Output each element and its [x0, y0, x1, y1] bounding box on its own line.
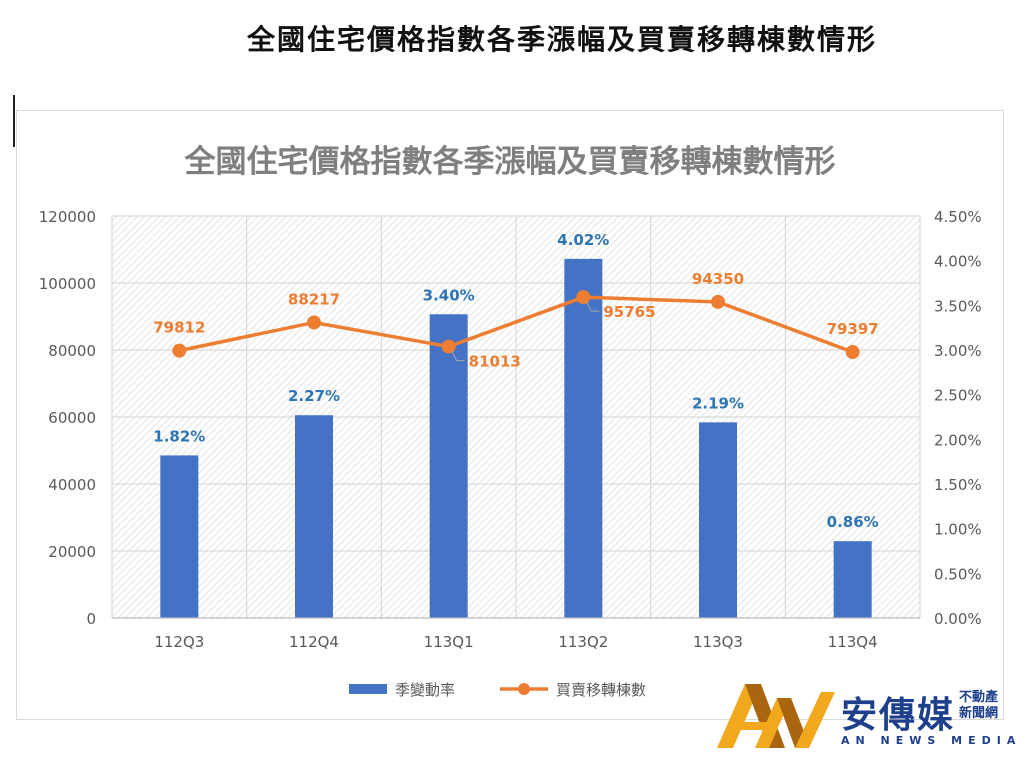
- logo-english: AN NEWS MEDIA: [841, 734, 1022, 747]
- y-right-tick-label: 2.00%: [934, 431, 982, 449]
- line-point: [441, 339, 456, 354]
- line-data-label: 79397: [827, 320, 879, 338]
- bar: [295, 415, 333, 618]
- y-left-tick-label: 40000: [48, 476, 96, 494]
- chart-title: 全國住宅價格指數各季漲幅及買賣移轉棟數情形: [184, 144, 836, 180]
- y-left-tick-label: 60000: [48, 409, 96, 427]
- leader-line: [451, 350, 465, 362]
- bar-data-label: 2.19%: [692, 394, 744, 412]
- logo-subtitle: 不動產新聞網: [959, 690, 999, 721]
- legend-bar-label: 季變動率: [395, 681, 455, 699]
- bar: [699, 422, 737, 618]
- bar: [833, 541, 872, 618]
- bar: [564, 258, 603, 618]
- y-left-tick-label: 80000: [48, 342, 96, 360]
- x-tick-label: 112Q4: [289, 633, 339, 651]
- x-tick-label: 113Q2: [558, 633, 608, 651]
- y-right-tick-label: 0.50%: [934, 565, 982, 583]
- leader-line: [585, 300, 600, 312]
- bar-data-label: 4.02%: [557, 231, 609, 249]
- text-cursor: [13, 95, 15, 147]
- legend-bar-swatch: [349, 684, 387, 694]
- line-series: [178, 295, 854, 354]
- bar-data-label: 1.82%: [153, 427, 205, 445]
- line-data-label: 79812: [153, 319, 205, 337]
- x-tick-label: 113Q3: [693, 633, 743, 651]
- an-news-media-logo: 安傳媒 不動產新聞網 AN NEWS MEDIA: [715, 680, 1015, 760]
- x-tick-label: 113Q1: [424, 633, 474, 651]
- bar-data-label: 3.40%: [423, 286, 475, 304]
- line-point: [711, 294, 725, 309]
- x-tick-label: 112Q3: [154, 633, 204, 651]
- legend-line-marker: [518, 683, 530, 695]
- line-data-label: 94350: [692, 270, 744, 288]
- y-left-tick-label: 100000: [39, 275, 96, 293]
- y-left-tick-label: 0: [86, 610, 96, 628]
- y-right-tick-label: 3.00%: [934, 342, 982, 360]
- bar: [160, 455, 199, 618]
- y-right-tick-label: 0.00%: [934, 610, 982, 628]
- chart-frame: [16, 110, 1004, 720]
- bar: [429, 314, 468, 618]
- line-data-label: 81013: [469, 353, 521, 371]
- line-data-label: 88217: [288, 290, 340, 308]
- x-tick-label: 113Q4: [828, 633, 878, 651]
- logo-mark-icon: [717, 684, 835, 748]
- line-point: [845, 345, 860, 360]
- logo-brand: 安傳媒: [841, 695, 956, 736]
- y-right-tick-label: 2.50%: [934, 387, 982, 405]
- y-right-tick-label: 3.50%: [934, 297, 982, 315]
- bar-data-label: 2.27%: [288, 387, 340, 405]
- line-point: [307, 315, 321, 330]
- y-left-tick-label: 20000: [48, 543, 96, 561]
- document-title: 全國住宅價格指數各季漲幅及買賣移轉棟數情形: [246, 23, 877, 56]
- y-right-tick-label: 1.50%: [934, 476, 982, 494]
- y-left-tick-label: 120000: [39, 208, 96, 226]
- bar-data-label: 0.86%: [827, 513, 879, 531]
- y-right-tick-label: 4.50%: [934, 208, 982, 226]
- line-data-label: 95765: [603, 303, 655, 321]
- line-point: [172, 343, 187, 358]
- line-point: [576, 290, 591, 305]
- y-right-tick-label: 4.00%: [934, 253, 982, 271]
- legend-line-label: 買賣移轉棟數: [556, 681, 646, 699]
- y-right-tick-label: 1.00%: [934, 521, 982, 539]
